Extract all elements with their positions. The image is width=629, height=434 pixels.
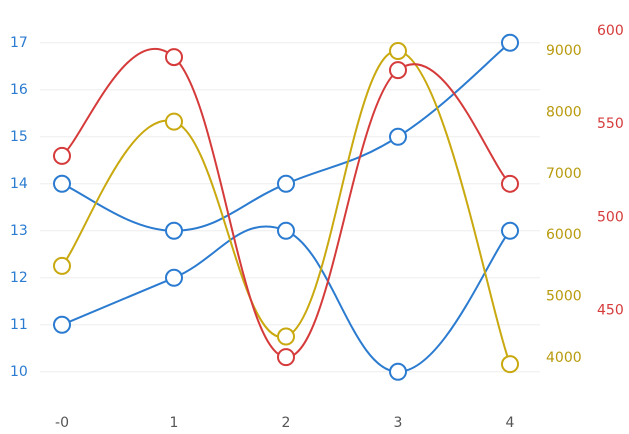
data-point (501, 174, 519, 193)
y2-tick-label: 5000 (546, 289, 582, 305)
data-point (53, 315, 71, 334)
y3-tick-label: 600 (597, 23, 624, 39)
x-tick-label: 3 (394, 415, 403, 431)
y3-tick-label: 550 (597, 116, 624, 132)
data-point (501, 33, 519, 52)
y-tick-label: 15 (10, 129, 28, 145)
data-point (277, 327, 295, 346)
x-tick-label: 2 (282, 415, 291, 431)
x-tick-label: 1 (170, 415, 179, 431)
data-point (277, 174, 295, 193)
y3-tick-label: 450 (597, 303, 624, 319)
y2-tick-label: 7000 (546, 166, 582, 182)
data-point (277, 221, 295, 240)
data-point (53, 146, 71, 165)
y2-tick-label: 4000 (546, 350, 582, 366)
data-point (53, 174, 71, 193)
data-point (165, 221, 183, 240)
y-tick-label: 11 (10, 317, 28, 333)
series-line (61, 225, 511, 373)
y2-tick-label: 9000 (546, 43, 582, 59)
data-point (277, 348, 295, 367)
y-tick-label: 13 (10, 223, 28, 239)
y-tick-label: 12 (10, 270, 28, 286)
data-point (53, 256, 71, 275)
data-point (389, 362, 407, 381)
x-tick-label: -0 (55, 415, 69, 431)
data-point (165, 112, 183, 131)
data-point (165, 48, 183, 67)
y-tick-label: 17 (10, 35, 28, 51)
x-tick-label: 4 (506, 415, 515, 431)
data-point (389, 61, 407, 80)
y3-tick-label: 500 (597, 209, 624, 225)
y2-tick-label: 8000 (546, 104, 582, 120)
data-point (389, 42, 407, 61)
y-tick-label: 16 (10, 82, 28, 98)
series-line (61, 50, 511, 365)
y2-tick-label: 6000 (546, 227, 582, 243)
data-point (501, 355, 519, 374)
data-point (165, 268, 183, 287)
series-line (61, 47, 511, 359)
y-tick-label: 14 (10, 176, 28, 192)
data-point (501, 221, 519, 240)
y-tick-label: 10 (10, 364, 28, 380)
data-point (389, 127, 407, 146)
